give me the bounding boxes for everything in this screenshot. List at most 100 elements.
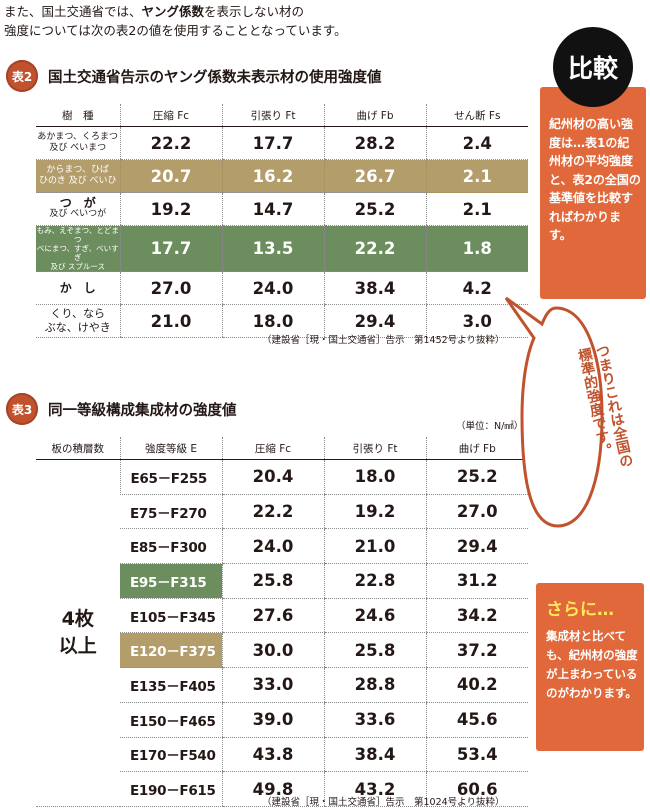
ft-cell: 33.6 [323, 702, 426, 738]
table3-header: 強度等級 E [119, 437, 222, 460]
fc-cell: 27.6 [221, 598, 324, 634]
fs-cell: 2.1 [425, 192, 528, 226]
ft-cell: 13.5 [221, 225, 324, 272]
ft-cell: 24.0 [221, 271, 324, 305]
ft-cell: 28.8 [323, 667, 426, 703]
grade-cell: E105－F345 [120, 598, 222, 634]
ft-cell: 14.7 [221, 192, 324, 226]
fc-cell: 39.0 [221, 702, 324, 738]
table-row: E105－F345 27.6 24.6 34.2 [36, 598, 528, 634]
table-row: E135－F405 33.0 28.8 40.2 [36, 667, 528, 703]
fs-cell: 1.8 [425, 225, 528, 272]
table-row: か し 27.0 24.0 38.4 4.2 [36, 271, 528, 305]
fc-cell: 43.8 [221, 737, 324, 773]
species-cell: か し [36, 271, 120, 305]
ft-cell: 43.2 [323, 771, 426, 807]
fc-cell: 19.2 [119, 192, 222, 226]
table2-header: 圧縮 Fc [119, 104, 222, 127]
fc-cell: 33.0 [221, 667, 324, 703]
table-row: あかまつ、くろまつ 及び べいまつ 22.2 17.7 28.2 2.4 [36, 126, 528, 160]
table-row: からまつ、ひば ひのき 及び べいひ 20.7 16.2 26.7 2.1 [36, 159, 528, 193]
fc-cell: 17.7 [119, 225, 222, 272]
comparison-box: 紀州材の高い強度は…表1の紀州材の平均強度と、表2の全国の基準値を比較すればわか… [540, 87, 646, 299]
table3-title: 同一等級構成集成材の強度値 [48, 403, 237, 419]
ft-cell: 38.4 [323, 737, 426, 773]
fb-cell: 25.2 [323, 192, 426, 226]
fc-cell: 49.8 [221, 771, 324, 807]
table3-unit: （単位：N/㎟） [456, 421, 524, 432]
fb-cell: 26.7 [323, 159, 426, 193]
furthermore-text: 集成材と比べても、紀州材の強度が上まわっているのがわかります。 [546, 629, 638, 700]
table2-header: 引張り Ft [221, 104, 324, 127]
grade-cell: E85－F300 [120, 528, 222, 565]
fs-cell: 2.4 [425, 126, 528, 160]
ft-cell: 24.6 [323, 598, 426, 634]
table3: 板の積層数 強度等級 E 圧縮 Fc 引張り Ft 曲げ Fb 4枚 以上 E65… [36, 437, 528, 807]
fb-cell: 38.4 [323, 271, 426, 305]
table3-badge: 表3 [6, 393, 38, 425]
table-row: E120－F375 30.0 25.8 37.2 [36, 632, 528, 669]
table2-header: 曲げ Fb [323, 104, 426, 127]
table2-title: 国土交通省告示のヤング係数未表示材の使用強度値 [48, 70, 382, 86]
species-cell: もみ、えぞまつ、とどまつ べにまつ、すぎ、べいすぎ 及び スプルース [36, 225, 120, 272]
table2-header: せん断 Fs [425, 104, 528, 127]
species-cell: あかまつ、くろまつ 及び べいまつ [36, 126, 120, 160]
ft-cell: 25.8 [323, 632, 426, 669]
fc-cell: 30.0 [221, 632, 324, 669]
ft-cell: 17.7 [221, 126, 324, 160]
grade-cell: E65－F255 [119, 459, 222, 495]
fs-cell: 3.0 [425, 304, 528, 338]
fc-cell: 22.2 [119, 126, 222, 160]
fc-cell: 20.7 [119, 159, 222, 193]
table-row: E150－F465 39.0 33.6 45.6 [36, 702, 528, 738]
table3-header: 板の積層数 [36, 437, 120, 460]
fb-cell: 53.4 [425, 737, 528, 773]
table2-header: 樹 種 [36, 104, 120, 127]
grade-cell: E120－F375 [120, 632, 222, 669]
fb-cell: 27.0 [425, 494, 528, 530]
table-row: E85－F300 24.0 21.0 29.4 [36, 528, 528, 565]
table3-source: （建設省［現・国土交通省］告示 第1024号より抜粋） [262, 797, 505, 808]
table-row: E95－F315 25.8 22.8 31.2 [36, 563, 528, 599]
table3-header: 圧縮 Fc [221, 437, 324, 460]
comparison-text: 紀州材の高い強度は…表1の紀州材の平均強度と、表2の全国の基準値を比較すればわか… [549, 117, 641, 242]
fb-cell: 29.4 [425, 528, 528, 565]
table2: 樹 種 圧縮 Fc 引張り Ft 曲げ Fb せん断 Fs あかまつ、くろまつ及… [36, 104, 528, 338]
fb-cell: 31.2 [425, 563, 528, 599]
table2-badge: 表2 [6, 60, 38, 92]
table2-source: （建設省［現・国土交通省］告示 第1452号より抜粋） [262, 335, 505, 346]
species-cell: つ が及び べいつが [36, 192, 120, 226]
furthermore-heading: さらに… [546, 600, 614, 620]
grade-cell: E75－F270 [120, 494, 222, 530]
fc-cell: 21.0 [119, 304, 222, 338]
fc-cell: 27.0 [119, 271, 222, 305]
ft-cell: 18.0 [221, 304, 324, 338]
species-cell: からまつ、ひば ひのき 及び べいひ [36, 159, 120, 193]
ft-cell: 21.0 [323, 528, 426, 565]
fb-cell: 40.2 [425, 667, 528, 703]
table-row: E190－F615 49.8 43.2 60.6 [36, 771, 528, 807]
grade-cell: E170－F540 [120, 737, 222, 773]
fb-cell: 34.2 [425, 598, 528, 634]
fs-cell: 4.2 [425, 271, 528, 305]
furthermore-box: さらに… 集成材と比べても、紀州材の強度が上まわっているのがわかります。 [536, 583, 644, 751]
table-row: E170－F540 43.8 38.4 53.4 [36, 737, 528, 773]
fs-cell: 2.1 [425, 159, 528, 193]
fb-cell: 37.2 [425, 632, 528, 669]
grade-cell: E190－F615 [120, 771, 222, 807]
grade-cell: E95－F315 [120, 563, 222, 599]
table-row: E75－F270 22.2 19.2 27.0 [36, 494, 528, 530]
table-row: もみ、えぞまつ、とどまつ べにまつ、すぎ、べいすぎ 及び スプルース 17.7 13… [36, 225, 528, 272]
fb-cell: 28.2 [323, 126, 426, 160]
fb-cell: 22.2 [323, 225, 426, 272]
ft-cell: 22.8 [323, 563, 426, 599]
ft-cell: 16.2 [221, 159, 324, 193]
intro-text: また、国土交通省では、ヤング係数を表示しない材の 強度については次の表2の値を使… [4, 4, 347, 38]
fb-cell: 29.4 [323, 304, 426, 338]
grade-cell: E150－F465 [120, 702, 222, 738]
table-row: 4枚 以上 E65－F255 20.4 18.0 25.2 [36, 459, 528, 807]
comparison-circle: 比較 [553, 27, 633, 107]
fc-cell: 25.8 [221, 563, 324, 599]
table3-header: 引張り Ft [323, 437, 426, 460]
table-row: くり、なら ぶな、けやき 21.0 18.0 29.4 3.0 [36, 304, 528, 338]
